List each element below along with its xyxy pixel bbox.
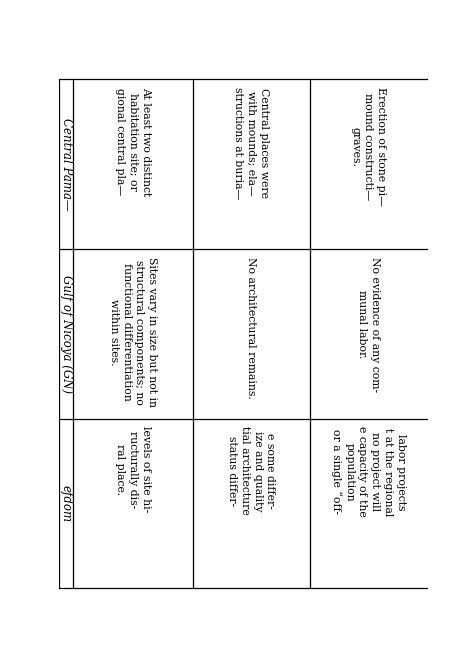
Text: Erection of stone pi—
mound constructi—
graves.: Erection of stone pi— mound constructi— … bbox=[350, 87, 386, 206]
Text: e some differ-
ize and quality
tial architecture
status differ-: e some differ- ize and quality tial arch… bbox=[227, 426, 275, 515]
Text: efdom: efdom bbox=[60, 485, 73, 522]
Text: Sites vary in size but not in
structural components; no
functional differentiati: Sites vary in size but not in structural… bbox=[109, 257, 157, 407]
Text: No architectural remains.: No architectural remains. bbox=[246, 257, 256, 399]
Text: levels of site hi-
ructurally dis-
ral place.: levels of site hi- ructurally dis- ral p… bbox=[115, 426, 151, 513]
Text: Gulf of Nicoya (GN): Gulf of Nicoya (GN) bbox=[60, 275, 73, 393]
Text: Central places were
with mounds; ela—
structions at buria—: Central places were with mounds; ela— st… bbox=[233, 87, 269, 200]
Text: No evidence of any com-
munal labor.: No evidence of any com- munal labor. bbox=[357, 257, 380, 392]
Text: At least two distinct
habitation site; or
gional central pla—: At least two distinct habitation site; o… bbox=[115, 87, 151, 196]
Text: labor projects
t at the regional
no project will
e capacity of the
population
or: labor projects t at the regional no proj… bbox=[331, 426, 406, 517]
Text: Central Pama—: Central Pama— bbox=[60, 118, 73, 211]
